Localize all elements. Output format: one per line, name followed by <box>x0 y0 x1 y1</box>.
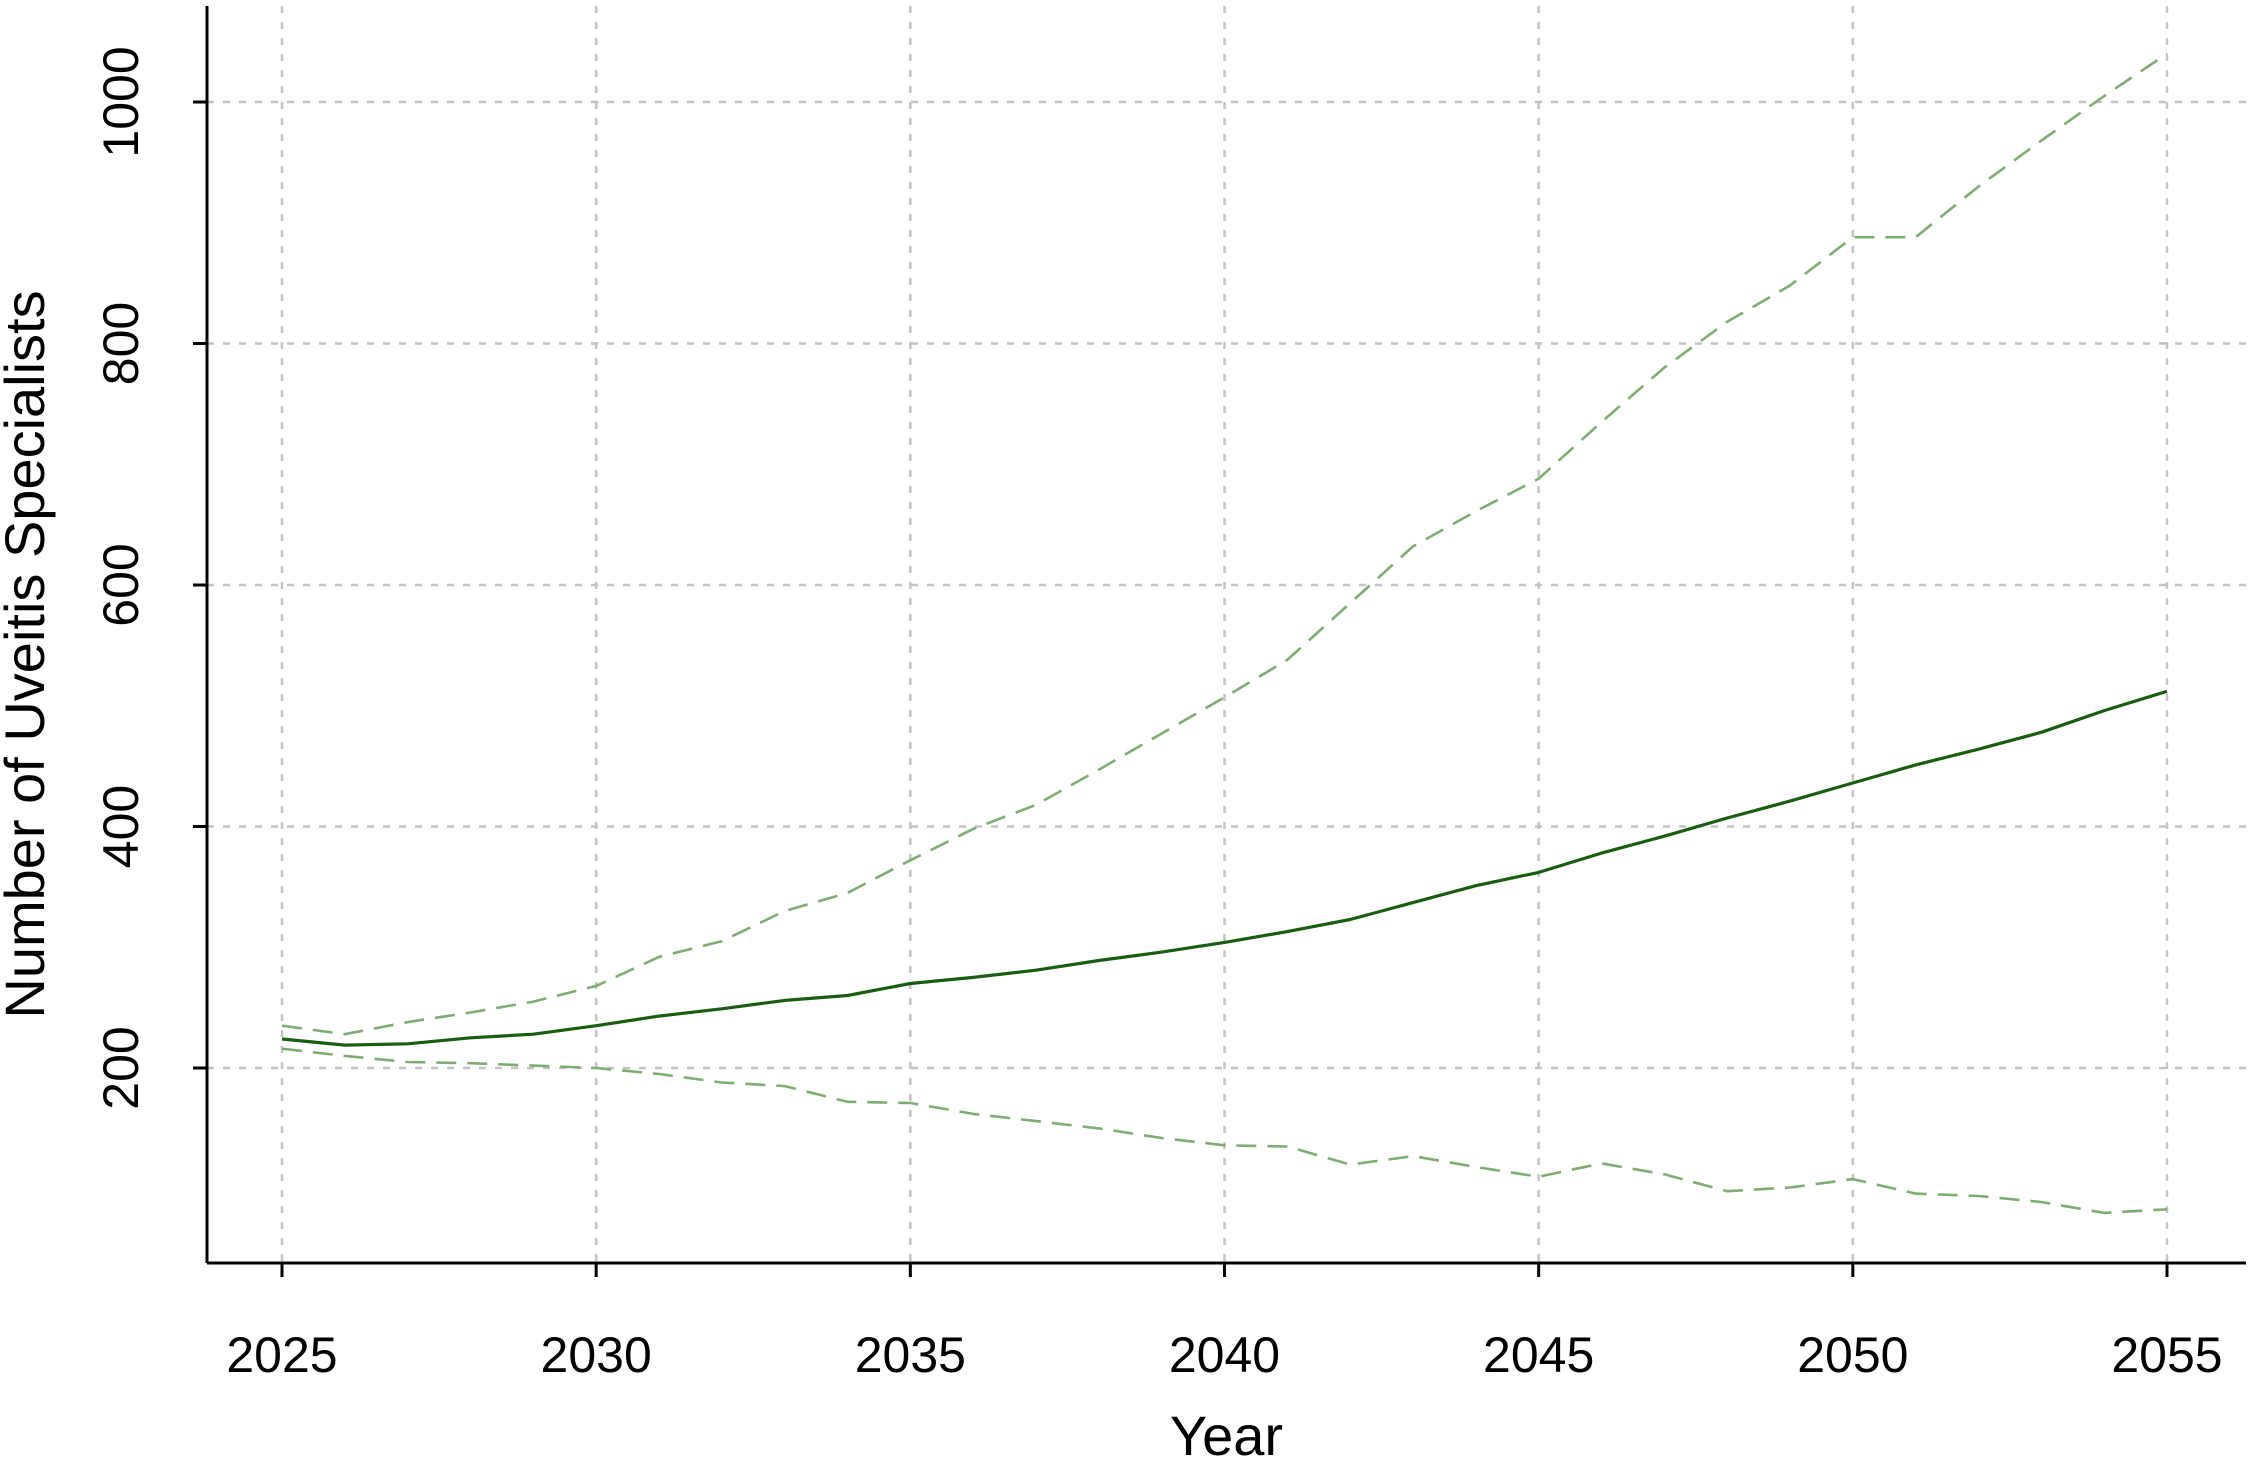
y-axis-title: Number of Uveitis Specialists <box>0 290 56 1018</box>
x-tick-label: 2030 <box>541 1327 652 1383</box>
series-line-lower <box>281 1047 2168 1215</box>
axes <box>205 6 2246 1265</box>
y-tick-label: 400 <box>93 785 149 868</box>
y-tick-label: 1000 <box>93 46 149 157</box>
series-line-upper <box>281 52 2168 1036</box>
x-tick-label: 2035 <box>855 1327 966 1383</box>
x-tick-label: 2025 <box>226 1327 337 1383</box>
x-tick-label: 2040 <box>1169 1327 1280 1383</box>
y-axis-ticks: 200 400 600 800 1000 <box>93 46 207 1110</box>
series-line-mean <box>281 689 2168 1047</box>
y-tick-label: 800 <box>93 302 149 385</box>
y-tick-label: 200 <box>93 1026 149 1109</box>
x-tick-label: 2055 <box>2111 1327 2222 1383</box>
y-tick-label: 600 <box>93 543 149 626</box>
x-axis-title: Year <box>1170 1404 1283 1463</box>
x-axis-ticks: 2025 2030 2035 2040 2045 2050 2055 <box>226 1263 2223 1383</box>
gridlines <box>207 6 2246 1263</box>
x-tick-label: 2045 <box>1483 1327 1594 1383</box>
x-tick-label: 2050 <box>1797 1327 1908 1383</box>
series-lines <box>281 52 2168 1215</box>
